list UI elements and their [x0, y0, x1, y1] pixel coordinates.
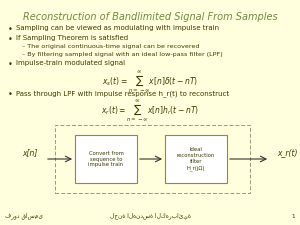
Text: •: • — [8, 60, 13, 69]
Text: Sampling can be viewed as modulating with impulse train: Sampling can be viewed as modulating wit… — [16, 25, 219, 31]
Text: •: • — [8, 90, 13, 99]
Text: – By filtering sampled signal with an ideal low-pass filter (LPF): – By filtering sampled signal with an id… — [22, 52, 223, 57]
Bar — [55, 125, 250, 193]
Text: x_r(t): x_r(t) — [277, 148, 298, 157]
Text: Pass through LPF with impulse response h_r(t) to reconstruct: Pass through LPF with impulse response h… — [16, 90, 229, 97]
Text: Impulse-train modulated signal: Impulse-train modulated signal — [16, 60, 125, 66]
Text: x[n]: x[n] — [22, 148, 38, 157]
Text: Ideal
reconstruction
filter
H_r(jΩ): Ideal reconstruction filter H_r(jΩ) — [177, 147, 215, 171]
Text: – The original continuous-time signal can be recovered: – The original continuous-time signal ca… — [22, 44, 200, 49]
Bar — [75, 135, 137, 183]
Text: •: • — [8, 35, 13, 44]
Text: Convert from
sequence to
impulse train: Convert from sequence to impulse train — [88, 151, 124, 167]
Text: •: • — [8, 25, 13, 34]
Text: Reconstruction of Bandlimited Signal From Samples: Reconstruction of Bandlimited Signal Fro… — [23, 12, 277, 22]
Bar — [165, 135, 227, 183]
Text: $x_r(t) = \sum_{n=-\infty}^{\infty} x[n]h_r(t - nT)$: $x_r(t) = \sum_{n=-\infty}^{\infty} x[n]… — [101, 99, 199, 124]
Text: 1: 1 — [291, 214, 295, 219]
Text: If Sampling Theorem is satisfied: If Sampling Theorem is satisfied — [16, 35, 128, 41]
Text: فرود قاسمی: فرود قاسمی — [5, 212, 43, 219]
Text: $x_s(t) = \sum_{n=-\infty}^{\infty} x[n]\delta(t - nT)$: $x_s(t) = \sum_{n=-\infty}^{\infty} x[n]… — [102, 70, 198, 95]
Text: لجنة الهندسة الكهربائية: لجنة الهندسة الكهربائية — [110, 212, 190, 219]
